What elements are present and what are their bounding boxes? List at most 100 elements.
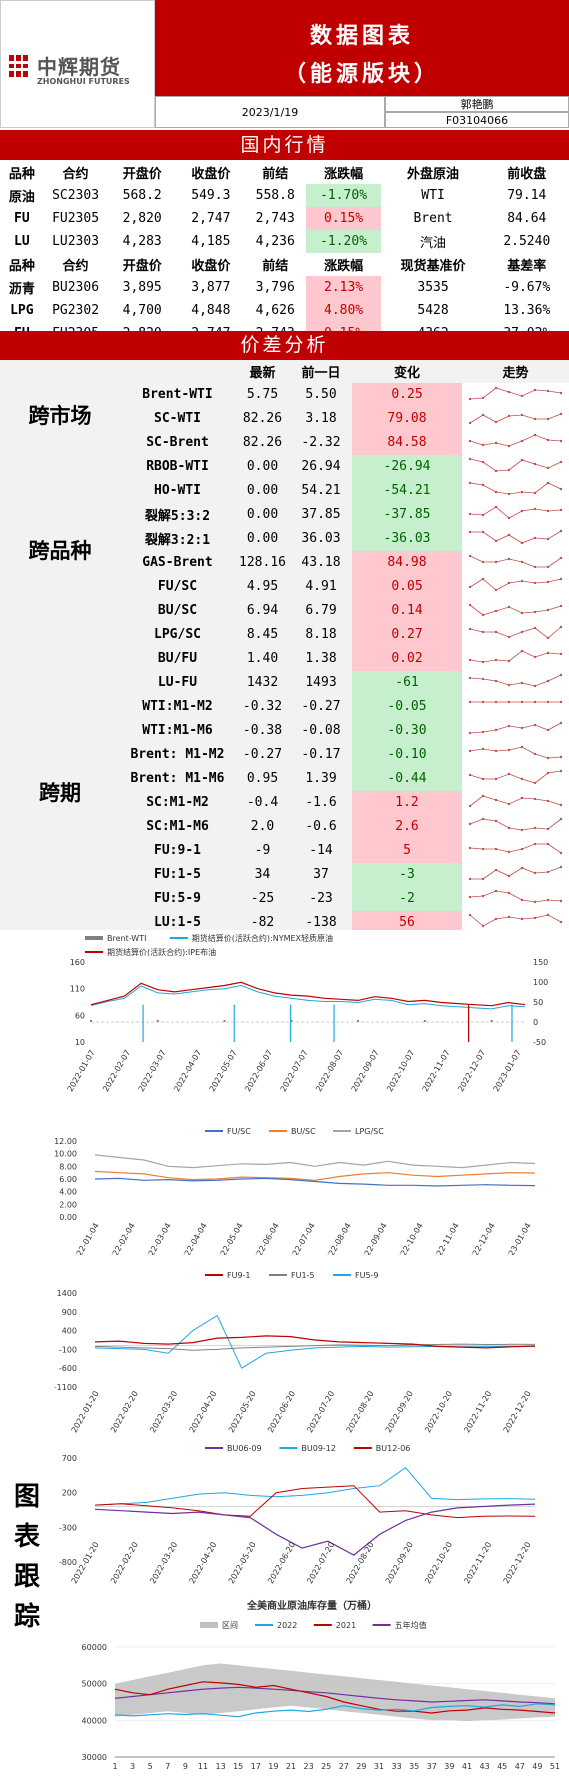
legend-label: FU5-9: [355, 1271, 379, 1280]
sparkline-point: [559, 721, 562, 724]
spread-name: WTI:M1-M2: [142, 699, 213, 715]
x-tick-label: 19: [268, 1762, 278, 1771]
sparkline-point: [559, 604, 562, 607]
spread-name: FU:5-9: [154, 891, 201, 907]
spread-table: 最新 前一日 变化 走势 Brent-WTI 5.75 5.50 0.25 SC-WTI…: [120, 360, 569, 1007]
x-tick-label: 2022-10-20: [423, 1541, 454, 1586]
y-tick-label: 12.00: [55, 1137, 77, 1146]
sparkline-point: [494, 777, 497, 780]
spread-trend-sparkline: [462, 646, 569, 671]
legend-label: 期货结算价(活跃合约):IPE布油: [107, 947, 216, 957]
sparkline-point: [559, 625, 562, 628]
spread-name: SC-Brent: [146, 435, 209, 451]
sparkline-line: [469, 722, 561, 733]
quote-header-cell: 涨跌幅: [305, 253, 382, 276]
sparkline-point: [494, 630, 497, 633]
sparkline-point: [494, 386, 497, 389]
spread-row: 裂解5:3:2 0.00 37.85 -37.85: [120, 502, 569, 527]
sparkline-point: [559, 700, 562, 703]
spread-change: 2.6: [352, 814, 462, 839]
spread-change: 0.14: [352, 598, 462, 623]
x-tick-label: 2022-03-20: [148, 1390, 179, 1435]
x-tick-label: 2022-12-04: [466, 1222, 497, 1256]
sparkline-point: [481, 560, 484, 563]
quote-cell: LPG: [10, 303, 34, 318]
spread-latest: 1432: [246, 675, 279, 691]
sparkline-point: [481, 530, 484, 533]
spread-name: SC:M1-M6: [146, 819, 209, 835]
sparkline-point: [559, 920, 562, 923]
section-title-spread: 价差分析: [0, 331, 569, 360]
quote-cell: 84.64: [507, 211, 547, 226]
bu-sc-line: [94, 1170, 536, 1181]
quote-cell: 549.3: [191, 188, 231, 203]
x-tick-label: 2022-10-07: [385, 1049, 416, 1094]
spread-row: LU-FU 1432 1493 -61: [120, 670, 569, 695]
side-label-char: 踪: [14, 1602, 41, 1632]
spread-change: -36.03: [352, 526, 462, 551]
y-tick-label: 4.00: [59, 1188, 77, 1197]
quote-header-cell: 合约: [43, 161, 108, 184]
spread-trend-sparkline: [462, 622, 569, 647]
y-tick-label: 50: [533, 998, 543, 1007]
spread-name: LPG/SC: [154, 627, 201, 643]
sparkline-point: [481, 413, 484, 416]
sparkline-point: [546, 509, 549, 512]
sparkline-line: [469, 843, 561, 853]
x-tick-label: 11: [198, 1762, 208, 1771]
x-tick-label: 2022-06-04: [250, 1222, 281, 1256]
sparkline-point: [533, 723, 536, 726]
spread-prev: 1.39: [305, 771, 337, 787]
x-tick-label: 2022-03-20: [148, 1541, 179, 1586]
sparkline-point: [533, 536, 536, 539]
sparkline-line: [469, 578, 561, 591]
sparkline-point: [559, 899, 562, 902]
spread-trend-sparkline: [462, 454, 569, 479]
spread-row: 裂解3:2:1 0.00 36.03 -36.03: [120, 526, 569, 551]
sparkline-point: [520, 726, 523, 729]
x-tick-label: 2022-04-20: [188, 1390, 219, 1435]
section-title-domestic: 国内行情: [0, 130, 569, 160]
sparkline-line: [469, 674, 561, 687]
spread-bar: [357, 1020, 360, 1022]
sparkline-point: [533, 565, 536, 568]
sparkline-point: [520, 579, 523, 582]
report-date: 2023/1/19: [155, 96, 385, 128]
spread-name: FU/SC: [157, 579, 198, 595]
quote-header-cell: 前结: [244, 161, 306, 184]
spread-change: 0.27: [352, 622, 462, 647]
y-tick-label: -600: [59, 1364, 77, 1373]
spread-row: WTI:M1-M6 -0.38 -0.08 -0.30: [120, 718, 569, 743]
brent-line: [90, 981, 526, 1007]
sparkline-point: [507, 557, 510, 560]
sparkline-point: [468, 397, 471, 400]
x-tick-label: 2022-01-04: [70, 1222, 101, 1256]
quote-cell: 沥青: [8, 282, 35, 297]
spread-prev: 26.94: [301, 459, 341, 475]
x-tick-label: 43: [480, 1762, 490, 1771]
legend-label: 2022: [277, 1621, 297, 1630]
x-tick-label: 2022-02-20: [109, 1541, 140, 1586]
chart-brent-wti: Brent-WTI 期货结算价(活跃合约):NYMEX轻质原油 期货结算价(活跃合约…: [55, 930, 569, 1120]
quote-header-cell: 收盘价: [176, 161, 245, 184]
fu1-5-line: [94, 1343, 536, 1351]
spread-name: FU:9-1: [154, 843, 201, 859]
quote-cell: 4,626: [255, 303, 295, 318]
chart-tracking-label: 图 表 跟 踪: [0, 930, 55, 1777]
spread-latest: 0.95: [246, 771, 279, 787]
sparkline-point: [507, 683, 510, 686]
sparkline-point: [507, 915, 510, 918]
sparkline-point: [494, 917, 497, 920]
x-tick-label: 2022-06-20: [266, 1390, 297, 1435]
y-tick-label: 60: [75, 1011, 85, 1020]
quote-cell: 3,877: [191, 280, 231, 295]
sparkline-point: [520, 413, 523, 416]
sparkline-line: [469, 795, 561, 806]
x-tick-label: 37: [427, 1762, 437, 1771]
y-tick-label: 50000: [82, 1680, 107, 1689]
legend-label: 区间: [222, 1621, 238, 1630]
sparkline-point: [559, 556, 562, 559]
sparkline-point: [494, 420, 497, 423]
bu09-12-line: [94, 1467, 536, 1506]
sparkline-point: [481, 924, 484, 927]
